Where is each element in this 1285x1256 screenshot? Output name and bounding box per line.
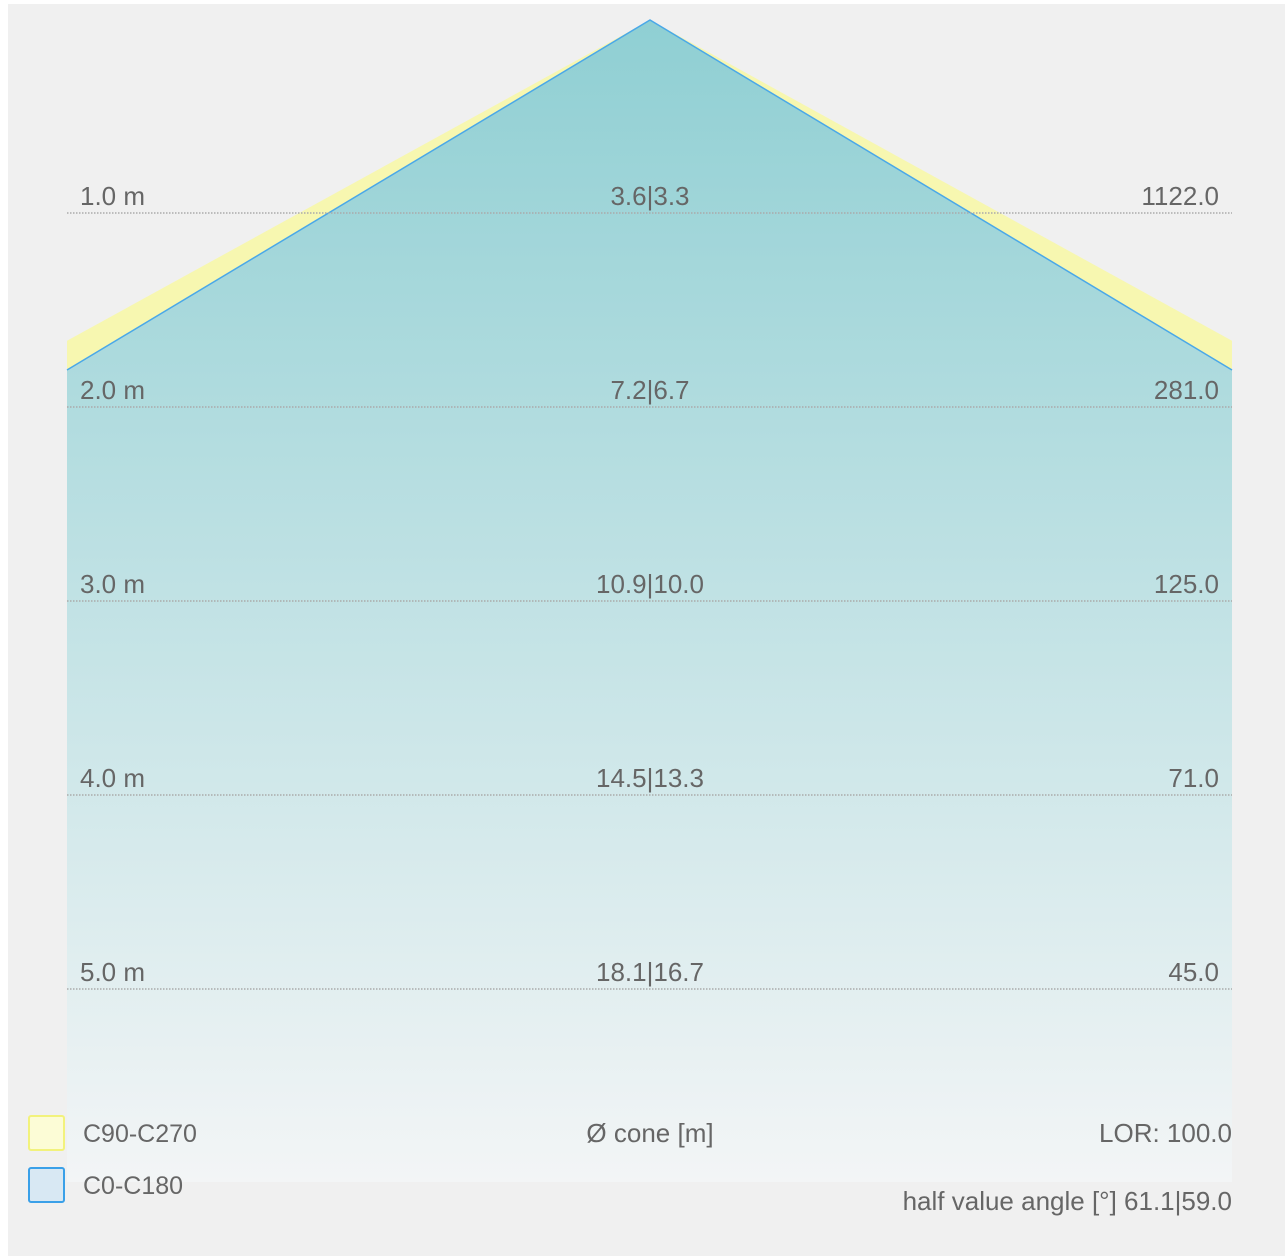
cone-diameter-axis-label: Ø cone [m]: [586, 1118, 713, 1148]
distance-label: 4.0 m: [80, 763, 145, 793]
legend-label-c0-c180: C0-C180: [83, 1172, 183, 1200]
legend-swatch-c90-c270: [28, 1115, 65, 1151]
distance-rows: 1.0 m 3.6|3.3 1122.0 2.0 m 7.2|6.7 281.0 3.0 m…: [67, 181, 1232, 990]
distance-label: 1.0 m: [80, 181, 145, 211]
illuminance-label: 45.0: [1168, 957, 1219, 987]
illuminance-label: 281.0: [1154, 375, 1219, 405]
illuminance-label: 125.0: [1154, 569, 1219, 599]
cone-diameter-label: 14.5|13.3: [596, 763, 704, 793]
legend-label-c90-c270: C90-C270: [83, 1120, 197, 1148]
illuminance-label: 1122.0: [1141, 181, 1219, 211]
cone-c0-c180-edge: [66, 19, 1233, 371]
cone-diameter-label: 10.9|10.0: [596, 569, 704, 599]
lor-label: LOR: 100.0: [1099, 1118, 1232, 1148]
distance-label: 2.0 m: [80, 375, 145, 405]
cone-diameter-label: 7.2|6.7: [610, 375, 689, 405]
illuminance-label: 71.0: [1168, 763, 1219, 793]
cone-diameter-label: 18.1|16.7: [596, 957, 704, 987]
cone-diameter-label: 3.6|3.3: [610, 181, 689, 211]
half-value-angle-label: half value angle [°] 61.1|59.0: [903, 1186, 1232, 1216]
legend-swatch-c0-c180: [28, 1167, 65, 1203]
distance-label: 3.0 m: [80, 569, 145, 599]
distance-label: 5.0 m: [80, 957, 145, 987]
